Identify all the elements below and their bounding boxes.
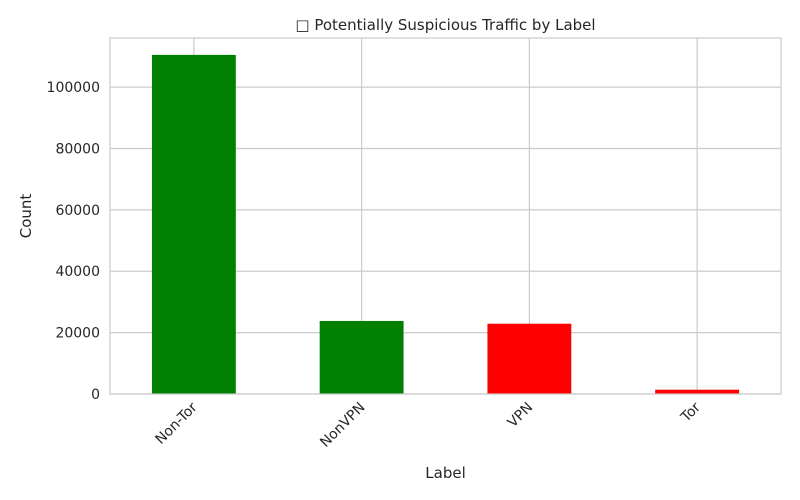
- y-tick-label: 0: [91, 387, 100, 403]
- bars-layer: [151, 54, 740, 395]
- x-tick-labels: Non-Tor NonVPN VPN Tor: [152, 399, 704, 450]
- x-tick-label: VPN: [505, 400, 536, 431]
- plot-frame: [109, 37, 782, 395]
- y-tick-label: 80000: [55, 141, 100, 157]
- chart-title: □ Potentially Suspicious Traffic by Labe…: [295, 16, 595, 34]
- x-tick-label: Tor: [677, 399, 704, 426]
- x-tick-label: NonVPN: [317, 400, 368, 451]
- bar-nonvpn: [319, 320, 404, 394]
- bar-non-tor: [151, 54, 236, 395]
- y-tick-labels: 0 20000 40000 60000 80000 100000: [47, 80, 100, 403]
- y-tick-label: 60000: [55, 203, 100, 219]
- y-axis-label: Count: [17, 194, 35, 239]
- x-tick-label: Non-Tor: [152, 399, 200, 447]
- y-tick-label: 20000: [55, 326, 100, 342]
- bar-vpn: [487, 323, 572, 394]
- bar-tor: [655, 389, 740, 394]
- y-tick-label: 100000: [47, 80, 100, 96]
- x-axis-label: Label: [425, 464, 465, 482]
- y-tick-label: 40000: [55, 264, 100, 280]
